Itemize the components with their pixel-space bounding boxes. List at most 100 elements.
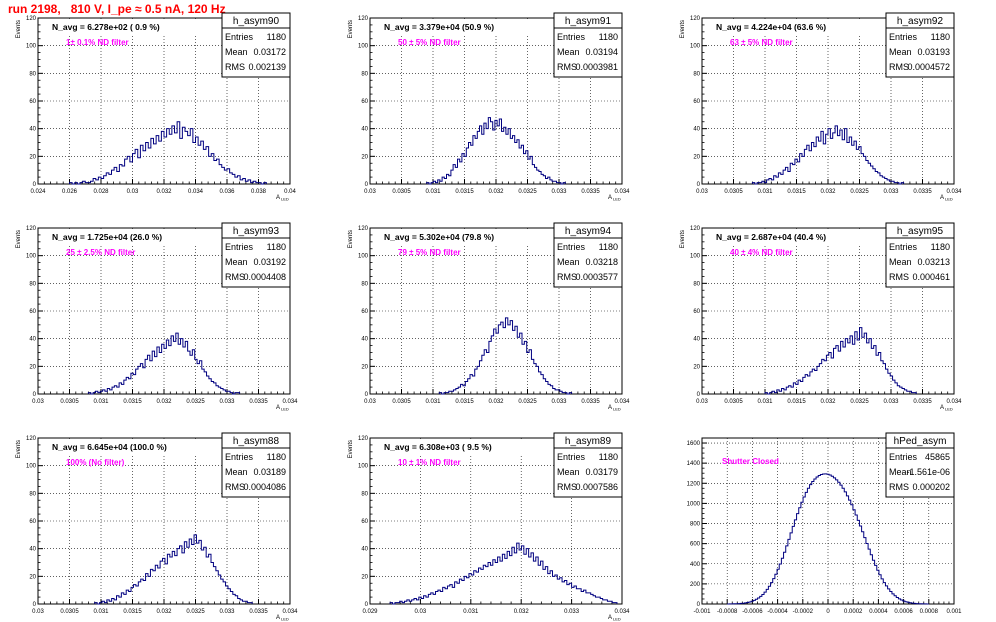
stats-key: RMS <box>225 272 245 282</box>
stats-value: 1180 <box>599 242 618 252</box>
x-tick-label: 0.03 <box>696 189 708 195</box>
y-tick-label: 60 <box>361 309 368 315</box>
stats-value: 0.03192 <box>253 257 286 267</box>
y-tick-label: 40 <box>361 337 368 343</box>
filter-label: 10 ± 1% ND filter <box>398 458 461 467</box>
y-tick-label: 100 <box>690 254 701 260</box>
navg-label: N_avg = 1.725e+04 (26.0 %) <box>52 232 162 242</box>
stats-key: Mean <box>889 257 912 267</box>
stats-value: 0.03179 <box>585 467 618 477</box>
histogram-name: h_asym93 <box>233 226 280 237</box>
y-tick-label: 20 <box>693 154 700 160</box>
histogram-name: hPed_asym <box>894 436 947 447</box>
filter-label: 50 ± 5% ND filter <box>398 38 461 47</box>
y-tick-label: 40 <box>361 127 368 133</box>
stats-value: 0.03218 <box>585 257 618 267</box>
x-axis-label: ALED <box>608 195 621 202</box>
y-tick-label: 100 <box>358 254 369 260</box>
histogram-name: h_asym91 <box>565 16 612 27</box>
stats-box <box>885 12 955 78</box>
x-tick-label: 0.028 <box>93 189 109 195</box>
histogram-name: h_asym88 <box>233 436 280 447</box>
x-tick-label: 0.0335 <box>581 189 600 195</box>
navg-label: N_avg = 6.645e+04 (100.0 %) <box>52 442 167 452</box>
x-tick-label: 0.0335 <box>249 399 268 405</box>
y-tick-label: 200 <box>690 582 701 588</box>
filter-label: 79 ± 5% ND filter <box>398 248 461 257</box>
x-tick-label: -0.0004 <box>767 609 788 615</box>
x-tick-label: 0.0305 <box>60 399 79 405</box>
x-tick-label: 0.034 <box>946 189 962 195</box>
x-tick-label: 0.0325 <box>186 609 205 615</box>
x-tick-label: 0.03 <box>696 399 708 405</box>
stats-key: Entries <box>557 32 586 42</box>
stats-key: Mean <box>889 47 912 57</box>
filter-label: Shutter Closed <box>722 457 779 466</box>
y-tick-label: 600 <box>690 542 701 548</box>
histogram-name: h_asym92 <box>897 16 944 27</box>
x-tick-label: 0.034 <box>614 609 630 615</box>
x-tick-label: -0.0006 <box>742 609 763 615</box>
x-tick-label: 0.0305 <box>392 189 411 195</box>
y-tick-label: 800 <box>690 522 701 528</box>
x-tick-label: 0.034 <box>282 609 298 615</box>
y-tick-label: 20 <box>29 574 36 580</box>
y-tick-label: 120 <box>690 226 701 232</box>
navg-label: N_avg = 3.379e+04 (50.9 %) <box>384 22 494 32</box>
y-tick-label: 80 <box>29 491 36 497</box>
y-tick-label: 20 <box>361 154 368 160</box>
histogram-panel-h_asym90: 0.024 0.026 0.028 0.03 0.032 0.034 0.036 0.038 0… <box>16 12 296 202</box>
navg-box <box>380 440 535 454</box>
stats-value: 1180 <box>267 452 286 462</box>
x-tick-label: 0.0315 <box>787 189 806 195</box>
histogram-series <box>87 332 241 395</box>
x-tick-label: 0.04 <box>284 189 296 195</box>
stats-key: RMS <box>557 482 577 492</box>
x-tick-label: 0.031 <box>93 609 109 615</box>
y-tick-label: 100 <box>690 44 701 50</box>
filter-label: 1± 0.1% ND filter <box>66 38 129 47</box>
navg-label: N_avg = 5.302e+04 (79.8 %) <box>384 232 494 242</box>
x-tick-label: 0.0335 <box>913 189 932 195</box>
x-tick-label: 0.0315 <box>455 189 474 195</box>
y-tick-label: 100 <box>26 254 37 260</box>
x-axis-label: ALED <box>940 405 953 412</box>
stats-value: 0.0003981 <box>575 62 618 72</box>
x-tick-label: 0.0325 <box>518 399 537 405</box>
x-tick-label: 0.0325 <box>518 189 537 195</box>
x-tick-label: 0.0335 <box>249 609 268 615</box>
x-tick-label: 0.038 <box>251 189 267 195</box>
stats-key: Entries <box>225 452 254 462</box>
stats-value: 0.0004408 <box>243 272 286 282</box>
navg-box <box>380 20 535 34</box>
histogram-panel-h_asym89: 0.029 0.03 0.031 0.032 0.033 0.034 0 20 40 60 80 10… <box>348 432 630 622</box>
histogram-panel-h_asym93: 0.03 0.0305 0.031 0.0315 0.032 0.0325 0.033 0.0… <box>16 222 298 412</box>
navg-box <box>712 230 867 244</box>
y-tick-label: 20 <box>361 574 368 580</box>
y-tick-label: 80 <box>361 491 368 497</box>
x-tick-label: 0.0305 <box>724 189 743 195</box>
y-tick-label: 100 <box>358 464 369 470</box>
histogram-series <box>751 125 905 185</box>
stats-value: 45865 <box>925 452 950 462</box>
stats-value: 1180 <box>267 32 286 42</box>
y-tick-label: 100 <box>26 44 37 50</box>
navg-label: N_avg = 6.308e+03 ( 9.5 %) <box>384 442 492 452</box>
x-tick-label: 0.001 <box>946 609 962 615</box>
y-axis-label: Events <box>16 230 22 248</box>
y-tick-label: 60 <box>693 309 700 315</box>
y-tick-label: 120 <box>26 436 37 442</box>
x-tick-label: 0.033 <box>551 189 567 195</box>
y-tick-label: 0 <box>365 182 369 188</box>
x-tick-label: 0.0335 <box>581 399 600 405</box>
stats-key: Entries <box>889 452 918 462</box>
x-tick-label: 0.032 <box>514 609 530 615</box>
y-tick-label: 1200 <box>687 481 701 487</box>
x-tick-label: 0.0006 <box>894 609 913 615</box>
stats-value: 0.000461 <box>912 272 950 282</box>
y-axis-label: Events <box>348 20 354 38</box>
navg-label: N_avg = 6.278e+02 ( 0.9 %) <box>52 22 160 32</box>
stats-key: RMS <box>889 62 909 72</box>
x-tick-label: 0.0002 <box>844 609 863 615</box>
histogram-series <box>94 534 253 605</box>
